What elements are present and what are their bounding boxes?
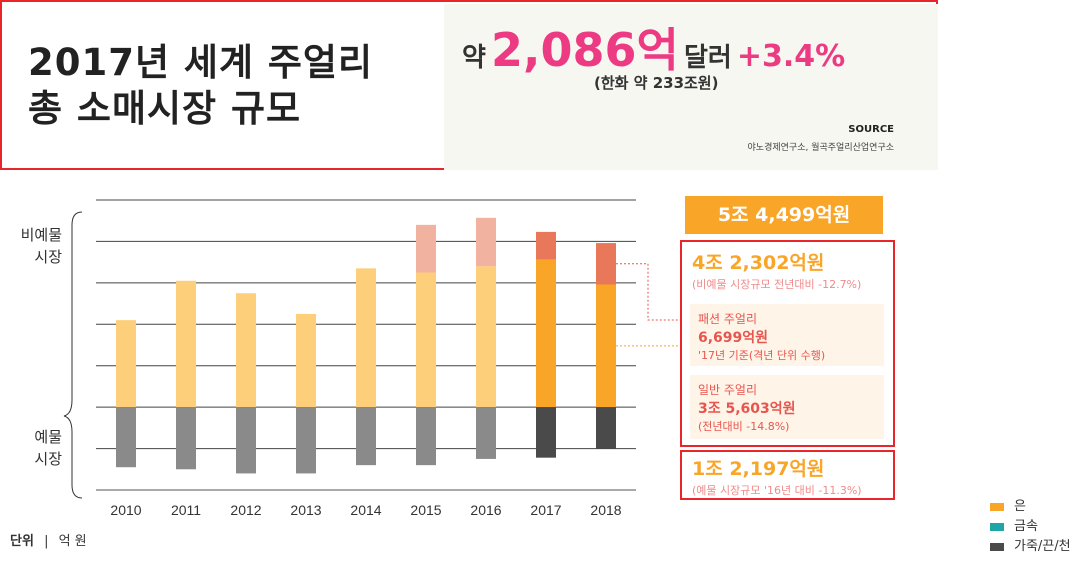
general-note: (전년대비 -14.8%)	[698, 420, 790, 433]
general-card: 일반 주얼리 3조 5,603억원 (전년대비 -14.8%)	[690, 375, 884, 439]
bar-general-2018	[596, 284, 616, 408]
legend-swatch	[990, 522, 1004, 531]
general-title: 일반 주얼리	[698, 383, 758, 397]
stat-prefix: 약	[462, 43, 486, 73]
non-bridal-note: (비예물 시장규모 전년대비 -12.7%)	[692, 278, 862, 291]
legend-item-leather: 가죽/끈/천	[990, 538, 1071, 556]
bar-fashion-2017	[536, 231, 556, 260]
stat-change: +3.4%	[736, 39, 846, 74]
bar-chart: 2010 2011 2012 2013 2014 2015 2016 2017 2018	[63, 199, 680, 518]
bar-bridal-2012	[236, 407, 256, 474]
legend-swatch	[990, 542, 1004, 551]
bar-bridal-2014	[356, 407, 376, 466]
fashion-title: 패션 주얼리	[698, 312, 758, 326]
x-tick-label: 2011	[171, 502, 201, 518]
unit-label-bold: 단위	[10, 534, 34, 549]
side-label-bridal: 예물 시장	[34, 428, 62, 468]
legend-item-metal: 금속	[990, 518, 1038, 536]
fashion-value: 6,699억원	[698, 330, 769, 346]
leader-fashion	[616, 263, 680, 321]
stat-value: 2,086억	[491, 23, 679, 77]
bar-fashion-2016	[476, 217, 496, 267]
legend-swatch	[990, 502, 1004, 511]
fashion-card: 패션 주얼리 6,699억원 '17년 기준(격년 단위 수행)	[690, 304, 884, 366]
unit-label: 단위 | 억 원	[10, 530, 87, 549]
x-tick-label: 2013	[290, 502, 321, 518]
stat-sub: (한화 약 233조원)	[594, 74, 719, 92]
bar-general-2012	[236, 293, 256, 408]
stat-main: 약 2,086억 달러 +3.4%	[462, 14, 845, 80]
bridal-box: 1조 2,197억원 (예물 시장규모 '16년 대비 -11.3%)	[680, 450, 895, 500]
side-label-non-bridal: 비예물 시장	[20, 226, 62, 266]
bar-bridal-2013	[296, 407, 316, 474]
bracket	[63, 211, 83, 499]
general-value: 3조 5,603억원	[698, 401, 796, 417]
bar-bridal-2017	[536, 407, 556, 458]
bridal-value: 1조 2,197억원	[692, 458, 825, 480]
bar-general-2010	[116, 320, 136, 408]
non-bridal-box: 4조 2,302억원 (비예물 시장규모 전년대비 -12.7%) 패션 주얼리…	[680, 240, 895, 447]
headline-box: 2017년 세계 주얼리 총 소매시장 규모 약 2,086억 달러 +3.4%…	[0, 0, 938, 170]
headline-title: 2017년 세계 주얼리 총 소매시장 규모	[28, 41, 373, 130]
source-text: 야노경제연구소, 월곡주얼리산업연구소	[747, 143, 894, 153]
legend-item-silver: 은	[990, 498, 1026, 516]
stat-panel: 약 2,086억 달러 +3.4% (한화 약 233조원) SOURCE 야노…	[444, 4, 938, 170]
x-axis-labels: 2010 2011 2012 2013 2014 2015 2016 2017 2018	[110, 502, 621, 518]
bar-general-2017	[536, 259, 556, 408]
fashion-note: '17년 기준(격년 단위 수행)	[698, 349, 826, 362]
x-tick-label: 2017	[530, 502, 561, 518]
unit-label-sep: |	[44, 534, 49, 549]
bar-bridal-2015	[416, 407, 436, 466]
legend-label: 가죽/끈/천	[1014, 539, 1071, 554]
bridal-note: (예물 시장규모 '16년 대비 -11.3%)	[692, 484, 862, 497]
legend-label: 은	[1014, 499, 1026, 514]
bar-fashion-2018	[596, 243, 616, 285]
bar-bridal-2011	[176, 407, 196, 470]
total-badge: 5조 4,499억원	[685, 196, 883, 234]
bar-general-2013	[296, 313, 316, 408]
x-tick-label: 2015	[410, 502, 441, 518]
bar-bridal-2010	[116, 407, 136, 468]
x-tick-label: 2014	[350, 502, 381, 518]
legend-label: 금속	[1014, 519, 1038, 534]
bar-general-2016	[476, 266, 496, 408]
bar-general-2011	[176, 280, 196, 408]
bar-general-2015	[416, 272, 436, 408]
bar-general-2014	[356, 268, 376, 408]
stat-unit: 달러	[683, 43, 732, 73]
non-bridal-value: 4조 2,302억원	[692, 252, 825, 274]
bar-bridal-2016	[476, 407, 496, 459]
source-label: SOURCE	[848, 124, 894, 135]
bar-fashion-2015	[416, 224, 436, 273]
bar-bridal-2018	[596, 407, 616, 449]
bars	[116, 217, 616, 474]
unit-label-text: 억 원	[58, 534, 87, 549]
x-tick-label: 2010	[110, 502, 141, 518]
x-tick-label: 2012	[230, 502, 261, 518]
leader-lines	[616, 263, 680, 347]
x-tick-label: 2016	[470, 502, 501, 518]
x-tick-label: 2018	[590, 502, 621, 518]
